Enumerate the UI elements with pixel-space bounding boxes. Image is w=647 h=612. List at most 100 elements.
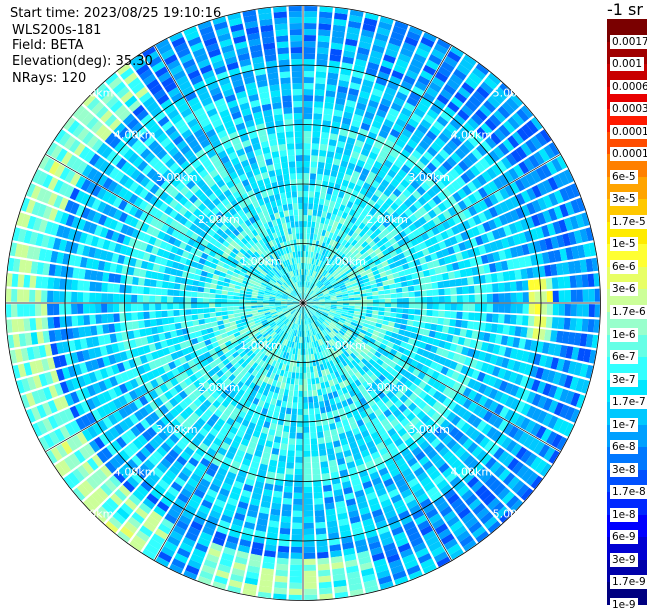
- ray-gate: [349, 324, 356, 330]
- ray-gate: [196, 133, 208, 144]
- ray-gate: [86, 135, 99, 149]
- ray-gate: [279, 229, 285, 237]
- ray-gate: [77, 127, 90, 142]
- ray-gate: [252, 315, 260, 319]
- ray-gate: [29, 318, 37, 331]
- ray-gate: [377, 413, 386, 422]
- ray-gate: [246, 350, 254, 357]
- ray-gate: [207, 202, 216, 211]
- ray-gate: [16, 212, 25, 227]
- ray-gate: [472, 526, 486, 539]
- ray-gate: [311, 258, 315, 265]
- ray-gate: [315, 279, 320, 286]
- ray-gate: [292, 77, 303, 84]
- ray-gate: [408, 351, 417, 359]
- ray-gate: [259, 579, 273, 588]
- ray-gate: [137, 286, 144, 294]
- ray-gate: [195, 164, 205, 174]
- ray-gate: [377, 71, 390, 81]
- ray-gate: [305, 245, 309, 252]
- ray-gate: [198, 354, 206, 362]
- ray-gate: [431, 411, 441, 422]
- ray-gate: [232, 407, 241, 416]
- ray-gate: [299, 293, 302, 300]
- ray-gate: [242, 354, 249, 361]
- ray-gate: [172, 444, 183, 455]
- ray-gate: [93, 510, 107, 523]
- ray-gate: [222, 508, 235, 518]
- ray-gate: [235, 475, 246, 484]
- ray-gate: [303, 307, 305, 313]
- ray-gate: [128, 100, 142, 113]
- ray-gate: [177, 124, 189, 135]
- ray-gate: [364, 111, 375, 120]
- ray-gate: [303, 486, 313, 493]
- ray-gate: [303, 245, 306, 252]
- ray-gate: [556, 436, 568, 451]
- ray-gate: [196, 462, 208, 473]
- ray-gate: [295, 143, 303, 150]
- ray-gate: [215, 311, 222, 317]
- ray-gate: [326, 151, 335, 159]
- ray-gate: [180, 488, 193, 499]
- ray-gate: [113, 122, 126, 135]
- ray-gate: [197, 292, 204, 298]
- ray-gate: [286, 320, 291, 327]
- ray-gate: [433, 551, 448, 563]
- ray-gate: [270, 292, 277, 296]
- ray-gate: [264, 258, 271, 265]
- ray-gate: [351, 359, 358, 367]
- ray-gate: [334, 313, 341, 318]
- ray-gate: [234, 84, 246, 94]
- ray-gate: [113, 293, 120, 303]
- ray-gate: [266, 532, 278, 540]
- ray-gate: [203, 102, 216, 112]
- ray-gate: [308, 282, 311, 288]
- ray-gate: [289, 347, 294, 354]
- ray-gate: [319, 449, 327, 457]
- ray-gate: [313, 271, 317, 278]
- ray-gate: [254, 449, 263, 458]
- ray-gate: [306, 269, 309, 276]
- ray-gate: [225, 503, 237, 512]
- ray-gate: [280, 77, 291, 85]
- ray-gate: [123, 72, 138, 85]
- ray-gate: [226, 180, 235, 189]
- ray-gate: [301, 293, 303, 299]
- ray-gate: [6, 304, 12, 318]
- ray-gate: [293, 390, 298, 397]
- ray-gate: [233, 362, 241, 370]
- ray-gate: [427, 449, 438, 460]
- ray-gate: [271, 289, 278, 293]
- ray-gate: [433, 426, 444, 437]
- ray-gate: [231, 486, 242, 495]
- ray-gate: [241, 318, 248, 323]
- ray-gate: [525, 453, 538, 467]
- ray-gate: [292, 263, 296, 271]
- ray-gate: [491, 366, 501, 377]
- ray-gate: [236, 251, 244, 259]
- ray-gate: [228, 334, 236, 340]
- ray-gate: [46, 357, 56, 370]
- ray-gate: [319, 149, 327, 157]
- ray-gate: [224, 211, 233, 220]
- ray-gate: [215, 27, 230, 37]
- ray-gate: [245, 303, 252, 306]
- ray-segments: [6, 6, 600, 600]
- ray-gate: [240, 332, 248, 338]
- ray-gate: [203, 494, 216, 504]
- ray-gate: [32, 217, 43, 231]
- ray-gate: [48, 431, 60, 445]
- ray-gate: [220, 232, 229, 240]
- ray-gate: [110, 100, 123, 113]
- ray-gate: [313, 328, 317, 335]
- ray-gate: [246, 288, 253, 292]
- ray-gate: [278, 313, 284, 317]
- ray-gate: [56, 368, 65, 382]
- ray-gate: [303, 203, 308, 210]
- ray-gate: [324, 96, 335, 104]
- ray-gate: [306, 318, 309, 325]
- ray-gate: [398, 112, 410, 123]
- ray-gate: [304, 11, 318, 18]
- ray-gate: [323, 490, 333, 498]
